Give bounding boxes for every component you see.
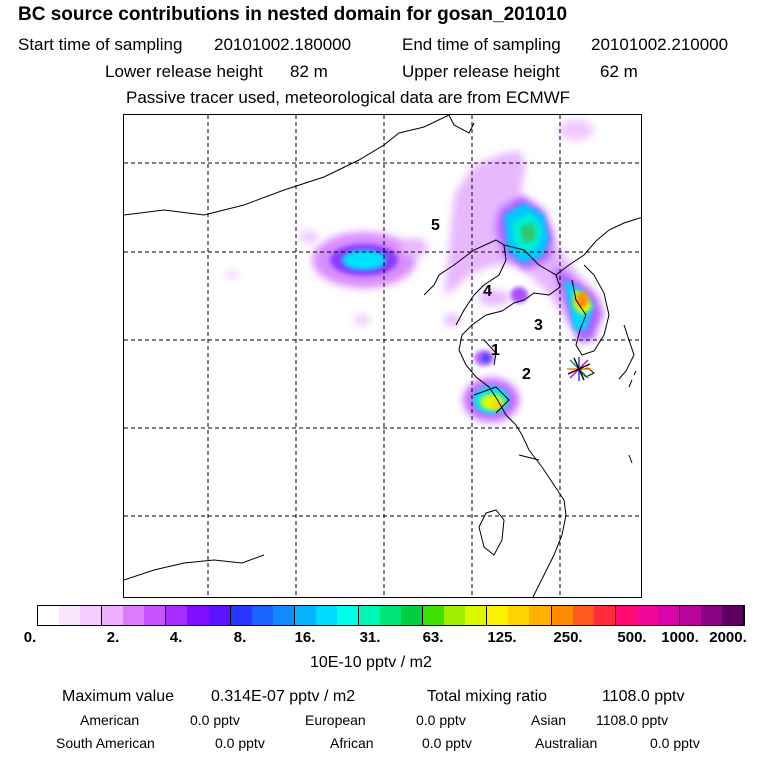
- region-label-1: 1: [491, 342, 500, 359]
- colorbar-segment: [315, 606, 337, 625]
- asian-value: 1108.0 pptv: [596, 712, 669, 728]
- african-value: 0.0 pptv: [422, 735, 472, 751]
- colorbar-segment: [336, 606, 359, 625]
- colorbar-segment: [358, 606, 380, 625]
- start-time-label: Start time of sampling: [18, 35, 183, 54]
- colorbar-segment: [593, 606, 616, 625]
- colorbar-tick-1: 2.: [106, 629, 120, 646]
- colorbar-segment: [208, 606, 231, 625]
- colorbar-segment: [166, 606, 188, 625]
- colorbar: [37, 605, 745, 626]
- colorbar-tick-10: 1000.: [661, 629, 699, 646]
- south-american-value: 0.0 pptv: [215, 735, 265, 751]
- colorbar-segment: [508, 606, 530, 625]
- plume-korea: [552, 265, 602, 343]
- australian-label: Australian: [535, 735, 598, 751]
- colorbar-segment: [487, 606, 509, 625]
- end-time-label: End time of sampling: [402, 35, 561, 54]
- region-label-3: 3: [534, 317, 543, 334]
- american-value: 0.0 pptv: [190, 712, 240, 728]
- colorbar-segment: [465, 606, 488, 625]
- colorbar-segment: [294, 606, 316, 625]
- colorbar-tick-2: 4.: [169, 629, 183, 646]
- colorbar-tick-8: 250.: [553, 629, 583, 646]
- start-time-value: 20101002.180000: [214, 35, 352, 54]
- colorbar-tick-4: 16.: [294, 629, 316, 646]
- colorbar-tick-0: 0.: [23, 629, 37, 646]
- max-value: 0.314E-07 pptv / m2: [211, 688, 356, 705]
- colorbar-segment: [572, 606, 594, 625]
- colorbar-segment: [722, 606, 745, 625]
- map-panel[interactable]: 5 4 3 1 2: [123, 114, 642, 598]
- european-value: 0.0 pptv: [416, 712, 466, 728]
- colorbar-segment: [272, 606, 295, 625]
- total-mixing-label: Total mixing ratio: [427, 688, 548, 705]
- colorbar-segment: [380, 606, 402, 625]
- colorbar-tick-6: 63.: [422, 629, 444, 646]
- colorbar-segment: [444, 606, 466, 625]
- south-american-label: South American: [56, 735, 155, 751]
- colorbar-segment: [144, 606, 167, 625]
- colorbar-segment: [529, 606, 552, 625]
- colorbar-segment: [657, 606, 680, 625]
- plume-yangtze: [463, 350, 519, 422]
- asian-label: Asian: [531, 712, 567, 728]
- region-label-2: 2: [522, 366, 531, 383]
- total-mixing-value: 1108.0 pptv: [602, 688, 685, 705]
- star-icon: [567, 357, 591, 381]
- colorbar-segment: [187, 606, 209, 625]
- colorbar-segment: [700, 606, 722, 625]
- colorbar-segment: [551, 606, 573, 625]
- colorbar-tick-3: 8.: [233, 629, 247, 646]
- end-time-value: 20101002.210000: [591, 35, 729, 54]
- colorbar-segment: [230, 606, 252, 625]
- page-title: BC source contributions in nested domain…: [18, 4, 568, 25]
- colorbar-unit: 10E-10 pptv / m2: [310, 654, 432, 671]
- lower-release-label: Lower release height: [105, 62, 263, 81]
- colorbar-segment: [615, 606, 637, 625]
- upper-release-label: Upper release height: [402, 62, 560, 81]
- colorbar-segment: [38, 606, 60, 625]
- plume-shandong: [225, 270, 528, 326]
- australian-value: 0.0 pptv: [650, 735, 700, 751]
- colorbar-segment: [80, 606, 103, 625]
- colorbar-tick-5: 31.: [359, 629, 381, 646]
- colorbar-tick-7: 125.: [487, 629, 517, 646]
- european-label: European: [305, 712, 366, 728]
- colorbar-segment: [679, 606, 701, 625]
- colorbar-tick-11: 2000.: [709, 629, 747, 646]
- african-label: African: [330, 735, 374, 751]
- tracer-note: Passive tracer used, meteorological data…: [126, 88, 571, 107]
- upper-release-value: 62 m: [600, 62, 638, 81]
- map-canvas: [124, 115, 641, 597]
- colorbar-segment: [401, 606, 424, 625]
- plume-west: [299, 230, 428, 288]
- colorbar-segment: [123, 606, 145, 625]
- region-label-4: 4: [483, 283, 492, 300]
- colorbar-segment: [636, 606, 658, 625]
- colorbar-segment: [251, 606, 273, 625]
- region-label-5: 5: [431, 217, 440, 234]
- colorbar-tick-9: 500.: [617, 629, 647, 646]
- max-value-label: Maximum value: [62, 688, 175, 705]
- colorbar-segment: [102, 606, 124, 625]
- lat-lon-grid: [124, 115, 641, 597]
- coastlines: [124, 115, 641, 597]
- lower-release-value: 82 m: [290, 62, 328, 81]
- colorbar-segment: [59, 606, 81, 625]
- american-label: American: [80, 712, 140, 728]
- colorbar-segment: [423, 606, 445, 625]
